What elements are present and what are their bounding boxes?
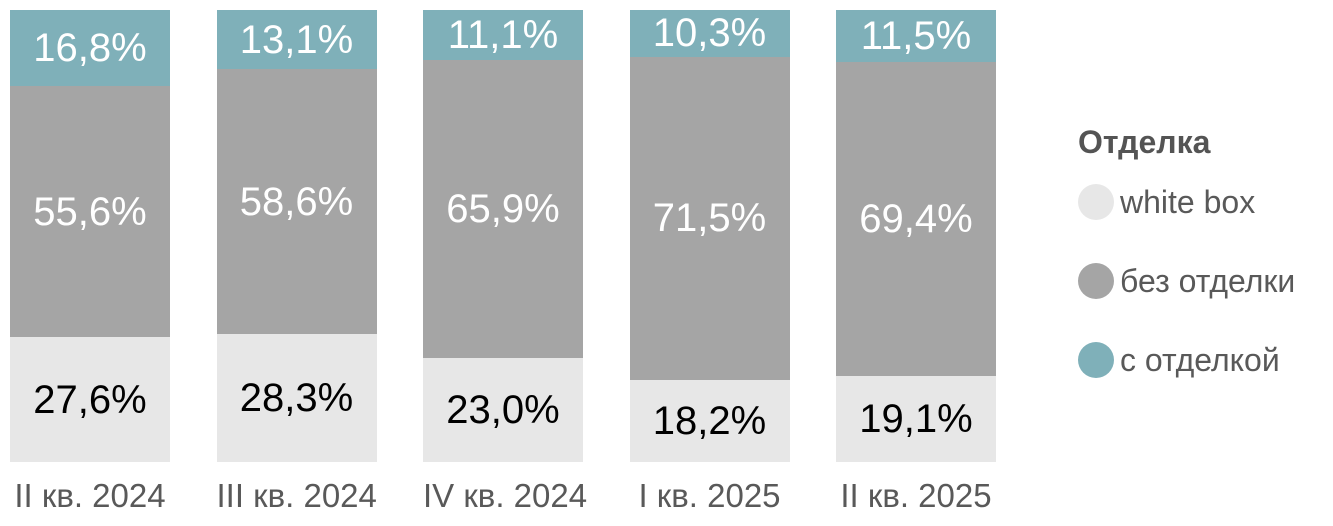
segment-data-label: 69,4% — [859, 196, 973, 241]
segment-data-label: 16,8% — [33, 25, 147, 70]
segment-без-отделки: 69,4% — [836, 61, 996, 376]
legend-swatch-circle — [1078, 184, 1114, 220]
bar-ii-кв-2024: 16,8% 55,6% 27,6% — [10, 10, 170, 462]
legend-swatch-circle — [1078, 263, 1114, 299]
legend-item-label: без отделки — [1120, 262, 1296, 299]
legend: Отделка white box без отделки с отделкой — [1078, 124, 1295, 421]
x-axis-label: II кв. 2025 — [840, 477, 992, 514]
segment-с-отделкой: 11,1% — [423, 10, 583, 61]
legend-items: white box без отделки с отделкой — [1078, 184, 1295, 378]
bar-chart-plot-area: 16,8% 55,6% 27,6% 13,1% 58,6% 28,3% 11,1% 65,9%… — [10, 10, 996, 463]
segment-data-label: 65,9% — [446, 187, 560, 232]
segment-data-label: 71,5% — [652, 196, 767, 241]
legend-item-white-box: white box — [1078, 184, 1295, 220]
legend-item-без-отделки: без отделки — [1078, 263, 1295, 299]
legend-item-с-отделкой: с отделкой — [1078, 342, 1295, 378]
bar-iii-кв-2024: 13,1% 58,6% 28,3% — [216, 10, 377, 463]
segment-data-label: 27,6% — [33, 377, 147, 422]
segment-data-label: 55,6% — [33, 189, 147, 234]
segment-data-label: 28,3% — [239, 376, 354, 421]
segment-data-label: 19,1% — [859, 396, 973, 441]
segment-white-box: 27,6% — [10, 337, 170, 462]
bar-iv-кв-2024: 11,1% 65,9% 23,0% — [423, 10, 583, 462]
segment-white-box: 28,3% — [216, 334, 377, 463]
x-axis-label: II кв. 2024 — [14, 477, 166, 514]
segment-data-label: 11,1% — [447, 13, 559, 58]
segment-без-отделки: 65,9% — [423, 60, 583, 359]
segment-с-отделкой: 13,1% — [216, 10, 377, 70]
segment-без-отделки: 58,6% — [216, 69, 377, 335]
segment-white-box: 18,2% — [629, 379, 790, 463]
segment-с-отделкой: 11,5% — [836, 10, 996, 62]
legend-swatch-circle — [1078, 342, 1114, 378]
x-axis-label: I кв. 2025 — [638, 477, 781, 514]
x-axis-label: IV кв. 2024 — [423, 477, 588, 514]
x-axis-labels: II кв. 2024 III кв. 2024 IV кв. 2024 I кв. … — [10, 477, 996, 515]
segment-white-box: 19,1% — [836, 375, 996, 462]
segment-data-label: 11,5% — [860, 13, 972, 58]
segment-data-label: 18,2% — [652, 398, 767, 443]
segment-без-отделки: 71,5% — [629, 56, 790, 380]
bar-i-кв-2025: 10,3% 71,5% 18,2% — [629, 10, 790, 463]
segment-data-label: 23,0% — [446, 388, 560, 433]
segment-data-label: 13,1% — [239, 17, 354, 62]
legend-item-label: white box — [1120, 183, 1256, 220]
segment-data-label: 10,3% — [652, 11, 767, 56]
segment-с-отделкой: 10,3% — [629, 10, 790, 57]
segment-с-отделкой: 16,8% — [10, 10, 170, 86]
legend-item-label: с отделкой — [1120, 341, 1280, 378]
legend-title: Отделка — [1078, 124, 1211, 160]
segment-без-отделки: 55,6% — [10, 85, 170, 338]
segment-data-label: 58,6% — [239, 179, 354, 224]
segment-white-box: 23,0% — [423, 358, 583, 462]
bar-ii-кв-2025: 11,5% 69,4% 19,1% — [836, 10, 996, 462]
x-axis-label: III кв. 2024 — [216, 477, 377, 514]
